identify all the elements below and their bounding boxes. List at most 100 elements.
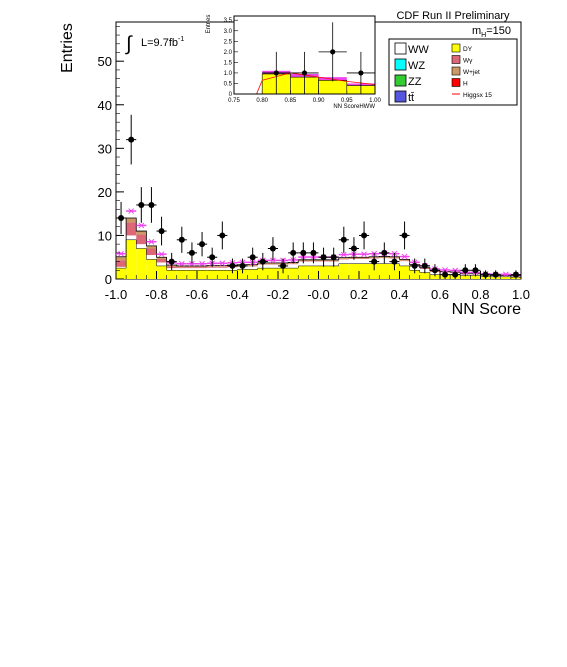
stack-bar-dy-7 bbox=[186, 270, 197, 279]
data-point-35 bbox=[472, 267, 479, 274]
stack-bar-dy-21 bbox=[328, 265, 339, 279]
inset-stack-bar-3 bbox=[318, 79, 348, 95]
inset-y-tick-label-7: 3.5 bbox=[224, 18, 233, 24]
stack-bar-dy-31 bbox=[429, 274, 440, 279]
stack-bar-ww-4 bbox=[156, 262, 167, 266]
stack-bar-dy-2 bbox=[136, 248, 147, 279]
inset-data-point-1 bbox=[273, 70, 279, 76]
x-tick-label-9: 0.8 bbox=[471, 287, 489, 302]
stack-bar-dy-12 bbox=[237, 269, 248, 279]
inset-x-axis-title: NN ScoreHWW bbox=[333, 104, 375, 110]
stack-bar-dy-28 bbox=[399, 265, 410, 279]
stack-bar-dy-0 bbox=[116, 268, 127, 279]
stack-bar-dy-35 bbox=[470, 275, 481, 279]
data-point-9 bbox=[209, 254, 216, 261]
stack-bar-w-2 bbox=[136, 234, 147, 245]
data-point-32 bbox=[442, 271, 449, 278]
stack-bar-ww-6 bbox=[176, 268, 187, 271]
stack-bar-ww-2 bbox=[136, 244, 147, 249]
stack-bar-wjet-6 bbox=[176, 265, 187, 268]
stack-bar-ww-9 bbox=[207, 267, 218, 271]
band-cross-4 bbox=[158, 251, 165, 258]
legend-swatch-ZZ bbox=[394, 74, 407, 87]
stack-bar-dy-34 bbox=[460, 275, 471, 279]
stack-bar-dy-11 bbox=[227, 270, 238, 279]
legend-label-Wjet: W+jet bbox=[463, 69, 480, 76]
inset-y-tick-label-1: 0.5 bbox=[224, 81, 233, 87]
stack-bar-ww-15 bbox=[267, 264, 278, 269]
stack-bar-dy-23 bbox=[348, 263, 359, 279]
legend-label-tt: tt̄ bbox=[408, 92, 414, 104]
stack-bar-dy-9 bbox=[207, 270, 218, 279]
stack-bar-w-7 bbox=[186, 267, 197, 269]
y-axis-title: Entries bbox=[59, 23, 76, 73]
band-cross-3 bbox=[148, 238, 155, 245]
band-cross-0 bbox=[118, 250, 124, 257]
data-point-25 bbox=[371, 258, 378, 265]
stack-bar-dy-24 bbox=[359, 263, 370, 279]
stack-bar-w-10 bbox=[217, 266, 228, 268]
band-cross-2 bbox=[138, 222, 145, 229]
stack-bar-ww-24 bbox=[359, 258, 370, 264]
inset-data-point-4 bbox=[358, 70, 364, 76]
stack-bar-dy-18 bbox=[298, 265, 309, 279]
inset-y-tick-label-0: 0 bbox=[229, 92, 233, 98]
legend-label-WZ: WZ bbox=[408, 60, 425, 72]
data-point-26 bbox=[381, 249, 388, 256]
data-point-7 bbox=[188, 249, 195, 256]
x-tick-label-4: -0.2 bbox=[267, 287, 289, 302]
x-tick-label-7: 0.4 bbox=[390, 287, 408, 302]
data-point-1 bbox=[128, 136, 135, 143]
x-tick-label-3: -0.4 bbox=[226, 287, 248, 302]
stack-bar-dy-17 bbox=[288, 268, 299, 279]
stack-bar-dy-38 bbox=[500, 276, 511, 279]
data-point-19 bbox=[310, 249, 317, 256]
stack-bar-dy-13 bbox=[247, 269, 258, 279]
inset-y-axis-title: Entries bbox=[206, 15, 212, 34]
stack-bar-wjet-15 bbox=[267, 262, 278, 265]
stack-bar-w-1 bbox=[126, 222, 137, 236]
stack-bar-ww-38 bbox=[500, 275, 511, 277]
band-cross-10 bbox=[219, 260, 226, 267]
stack-bar-dy-30 bbox=[419, 272, 430, 279]
stack-bar-dy-26 bbox=[379, 263, 390, 279]
stack-bar-w-9 bbox=[207, 266, 218, 268]
y-tick-label-2: 20 bbox=[98, 185, 112, 200]
band-cross-38 bbox=[502, 271, 509, 278]
band-cross-28 bbox=[401, 253, 408, 260]
integral-sign: ∫ bbox=[125, 33, 133, 55]
stack-bar-ww-1 bbox=[126, 235, 137, 240]
stack-bar-ww-8 bbox=[197, 268, 208, 271]
inset-x-tick-label-0: 0.75 bbox=[228, 98, 240, 104]
data-point-12 bbox=[239, 262, 246, 269]
data-point-13 bbox=[249, 254, 256, 261]
stack-bar-dy-20 bbox=[318, 265, 329, 279]
x-tick-label-10: 1.0 bbox=[512, 287, 530, 302]
inset-x-tick-label-4: 0.95 bbox=[341, 98, 353, 104]
legend-swatch-tt bbox=[394, 90, 407, 103]
legend-label-DY: DY bbox=[463, 46, 473, 53]
stack-bar-ww-7 bbox=[186, 268, 197, 271]
inset-frame bbox=[233, 15, 376, 95]
stack-bar-ww-22 bbox=[338, 259, 349, 264]
data-point-16 bbox=[280, 262, 287, 269]
main-axis-ticks: -1.0 -0.8 -0.6 -0.4 -0.2 -0.0 0.2 0.4 0.6 0.8 1.00… bbox=[98, 26, 530, 302]
inset-x-tick-label-3: 0.90 bbox=[313, 98, 325, 104]
stack-bar-ww-13 bbox=[247, 266, 258, 270]
x-tick-label-2: -0.6 bbox=[186, 287, 208, 302]
stack-bar-dy-15 bbox=[267, 268, 278, 279]
legend-swatch-Wjet bbox=[451, 66, 461, 76]
data-point-5 bbox=[168, 258, 175, 265]
data-point-33 bbox=[452, 271, 459, 278]
stack-bar-ww-3 bbox=[146, 255, 157, 260]
data-point-4 bbox=[158, 228, 165, 235]
stack-bar-wjet-4 bbox=[156, 257, 167, 259]
data-point-36 bbox=[482, 271, 489, 278]
legend-swatch-Wg bbox=[451, 55, 461, 64]
data-point-18 bbox=[300, 249, 307, 256]
legend-label-H: H bbox=[463, 81, 468, 88]
data-point-14 bbox=[259, 258, 266, 265]
data-point-15 bbox=[269, 245, 276, 252]
stack-bar-wjet-3 bbox=[146, 245, 157, 249]
band-cross-7 bbox=[189, 260, 195, 267]
